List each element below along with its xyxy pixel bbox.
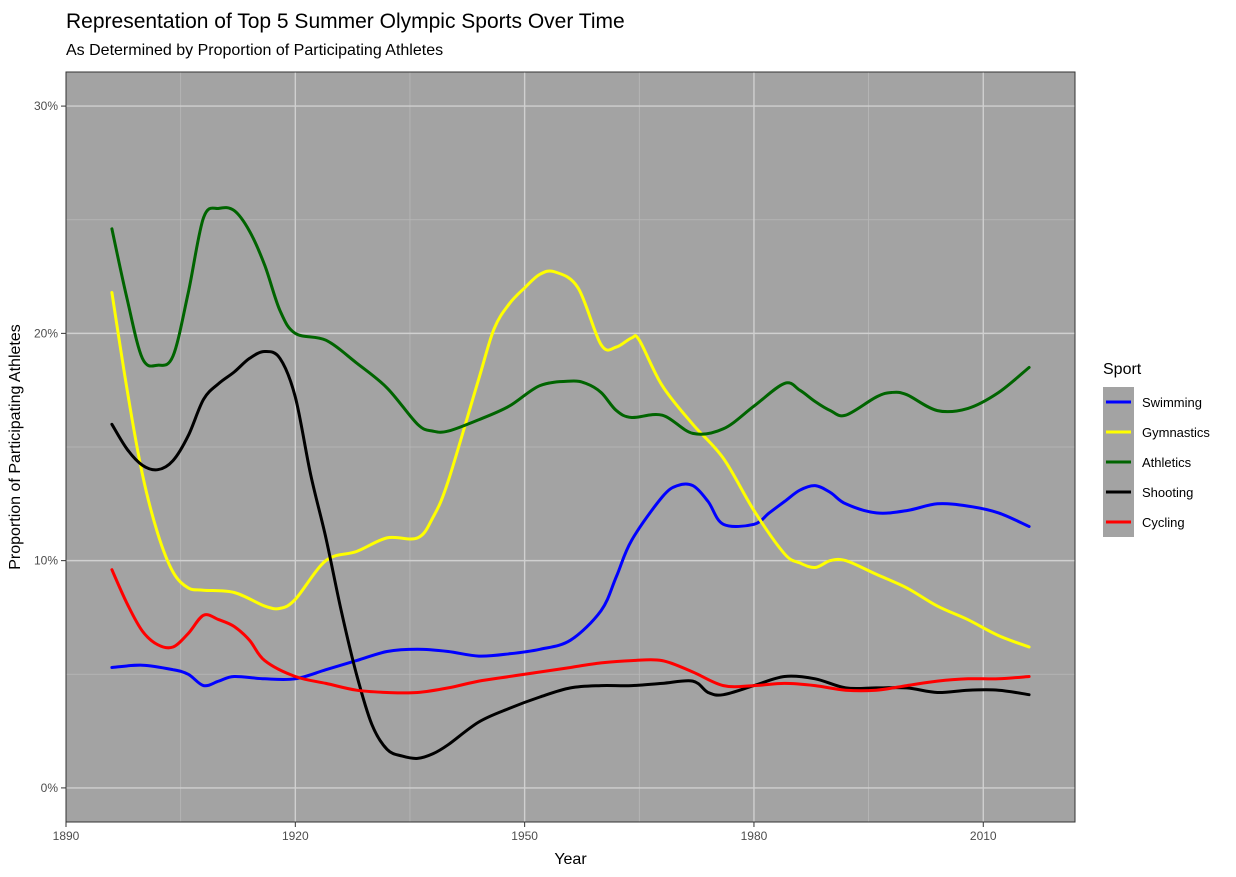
chart-title: Representation of Top 5 Summer Olympic S… [66,10,625,33]
series-lines [110,206,1031,760]
x-axis: 1890 1920 1950 1980 2010 [53,822,997,843]
plot-border [65,71,1076,823]
x-axis-label: Year [554,851,587,868]
series-line-cycling [110,568,1031,695]
y-axis: 0% 10% 20% 30% [34,99,66,795]
legend-label-gymnastics: Gymnastics [1142,425,1210,440]
y-axis-label: Proportion of Participating Athletes [7,324,24,569]
minor-gridlines [66,72,1075,822]
x-tick-label: 1950 [511,829,538,843]
series-line-shooting [110,349,1031,760]
series-line-gymnastics [110,269,1031,649]
legend-label-shooting: Shooting [1142,485,1193,500]
y-tick-label: 10% [34,554,58,568]
legend-title: Sport [1103,361,1142,378]
legend-label-cycling: Cycling [1142,515,1185,530]
y-tick-label: 0% [41,781,59,795]
legend: Sport Swimming Gymnastics Athletics Shootin… [1103,361,1210,537]
y-tick-label: 20% [34,326,58,340]
x-tick-label: 1920 [282,829,309,843]
chart-subtitle: As Determined by Proportion of Participa… [66,42,444,59]
major-gridlines [66,72,1075,822]
x-tick-label: 1980 [741,829,768,843]
y-tick-label: 30% [34,99,58,113]
series-line-athletics [110,206,1031,436]
legend-label-athletics: Athletics [1142,455,1192,470]
x-tick-label: 2010 [970,829,997,843]
series-line-swimming [110,482,1031,688]
x-tick-label: 1890 [53,829,80,843]
legend-label-swimming: Swimming [1142,395,1202,410]
